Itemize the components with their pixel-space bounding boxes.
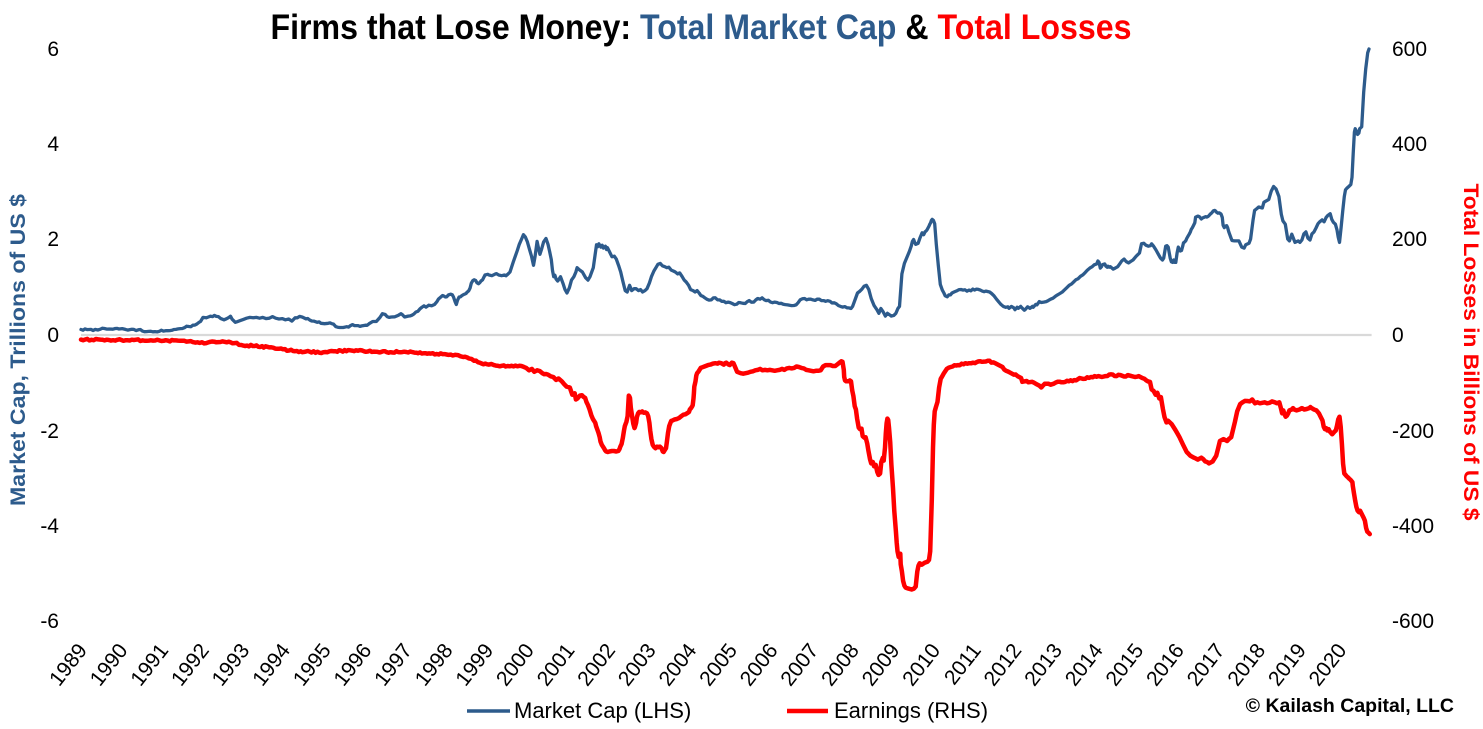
svg-text:Market Cap (LHS): Market Cap (LHS) [514,698,691,723]
svg-text:-200: -200 [1392,420,1434,443]
svg-text:4: 4 [47,133,59,156]
svg-text:0: 0 [47,324,59,347]
svg-text:6: 6 [47,38,59,61]
svg-text:© Kailash Capital, LLC: © Kailash Capital, LLC [1246,695,1454,717]
svg-text:-600: -600 [1392,610,1434,633]
svg-text:Market Cap, Trillions of US $: Market Cap, Trillions of US $ [7,194,30,506]
svg-text:Total Losses in Billions of US: Total Losses in Billions of US $ [1459,184,1482,521]
svg-text:0: 0 [1392,324,1404,347]
svg-text:-400: -400 [1392,515,1434,538]
svg-text:2: 2 [47,228,59,251]
svg-text:600: 600 [1392,38,1427,61]
svg-text:Firms that Lose Money: Total M: Firms that Lose Money: Total Market Cap … [271,8,1132,47]
svg-text:Earnings (RHS): Earnings (RHS) [834,698,988,723]
svg-text:400: 400 [1392,133,1427,156]
svg-text:-2: -2 [40,420,59,443]
svg-text:200: 200 [1392,228,1427,251]
svg-text:-4: -4 [40,515,59,538]
svg-text:-6: -6 [40,610,59,633]
